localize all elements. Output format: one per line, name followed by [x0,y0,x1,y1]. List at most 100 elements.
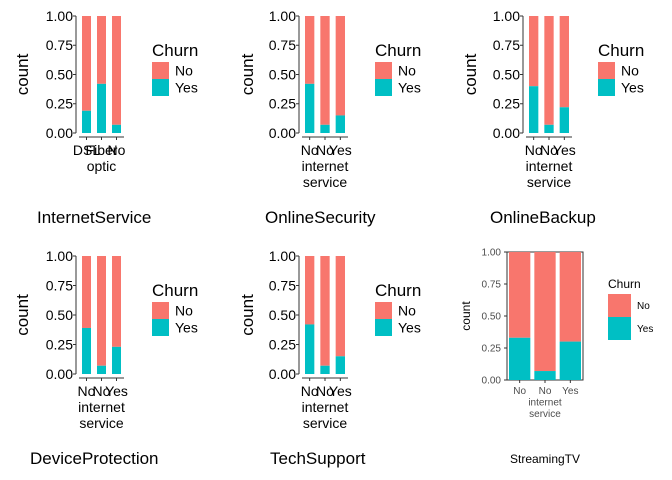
x-axis-title: OnlineSecurity [265,208,376,227]
y-tick-label: 0.50 [269,307,296,323]
bar-no [320,16,330,125]
x-axis-title: DeviceProtection [30,449,159,468]
bar-yes [529,86,539,133]
y-axis: 0.00 0.25 0.50 0.75 1.00 [482,248,507,387]
bar-no [82,256,91,328]
y-axis: 0.00 0.25 0.50 0.75 1.00 [269,8,300,141]
y-tick-label: 0.25 [493,96,520,112]
y-tick-label: 0.00 [46,125,73,141]
y-tick-label: 0.75 [269,37,296,53]
x-tick-label: Yes [105,383,128,399]
legend-title: Churn [375,281,421,300]
legend-label-yes: Yes [175,80,198,96]
y-tick-label: 0.50 [269,66,296,82]
y-tick-label: 0.75 [482,280,502,291]
y-axis-title: count [13,53,32,95]
bar-no [305,256,315,325]
y-tick-label: 0.25 [269,336,296,352]
bar-no [544,16,554,125]
y-tick-label: 0.75 [269,277,296,293]
bar-no [335,256,345,357]
legend-key-yes [375,79,392,96]
bar-no [559,252,581,342]
x-tick-label: Yes [329,142,352,158]
legend-key-no [608,294,631,317]
bars [509,252,581,380]
y-tick-label: 0.50 [482,312,502,323]
bar-no [529,16,539,87]
legend-label-yes: Yes [175,320,198,336]
y-axis: 0.00 0.25 0.50 0.75 1.00 [46,248,77,382]
legend-key-no [375,62,392,79]
legend-label-yes: Yes [637,324,653,335]
bars [305,16,345,133]
y-tick-label: 0.25 [269,96,296,112]
bar-yes [544,124,554,133]
bar-no [112,16,121,125]
legend-label-no: No [398,63,416,79]
legend-title: Churn [598,41,644,60]
x-tick-label: No internet service [78,383,125,431]
bar-no [559,16,569,108]
bar-yes [305,83,315,133]
y-tick-label: 0.75 [46,37,73,53]
x-tick-label: No [78,383,96,399]
legend-key-no [152,302,169,319]
x-tick-label: DSL [73,142,100,158]
y-tick-label: 0.00 [269,366,296,382]
x-tick-label: No internet service [302,383,349,431]
bar-yes [320,124,330,133]
x-tick-label: No [108,142,126,158]
legend-title: Churn [608,277,641,291]
y-tick-label: 1.00 [493,8,520,24]
legend-title: Churn [152,281,198,300]
bar-no [97,16,106,84]
bar-yes [112,124,121,133]
legend-label-yes: Yes [398,320,421,336]
bars [82,16,121,133]
y-axis: 0.00 0.25 0.50 0.75 1.00 [493,8,524,141]
bar-yes [305,324,315,374]
bar-no [112,256,121,347]
legend-label-no: No [175,63,193,79]
bars [82,256,121,374]
y-axis-title: count [461,53,480,95]
y-axis-title: count [238,294,257,336]
y-tick-label: 0.00 [46,366,73,382]
bar-yes [320,365,330,374]
legend-key-no [152,62,169,79]
legend-key-yes [152,319,169,336]
legend-label-no: No [398,303,416,319]
bar-yes [82,110,91,133]
legend-label-yes: Yes [398,80,421,96]
x-tick-label: No [513,386,526,397]
legend-key-yes [375,319,392,336]
bar-yes [534,371,556,380]
y-axis-title: count [13,294,32,336]
bar-no [82,16,91,111]
bar-yes [112,346,121,374]
bar-no [305,16,315,84]
x-tick-label: No internet service [526,142,573,190]
legend-key-yes [598,79,615,96]
legend-title: Churn [375,41,421,60]
y-tick-label: 0.75 [493,37,520,53]
legend-label-yes: Yes [621,80,644,96]
bar-yes [559,341,581,380]
y-tick-label: 0.25 [46,96,73,112]
bar-no [97,256,106,366]
y-tick-label: 0.00 [269,125,296,141]
y-tick-label: 0.25 [482,344,502,355]
legend-key-yes [152,79,169,96]
bars [529,16,569,133]
bar-yes [509,337,531,380]
